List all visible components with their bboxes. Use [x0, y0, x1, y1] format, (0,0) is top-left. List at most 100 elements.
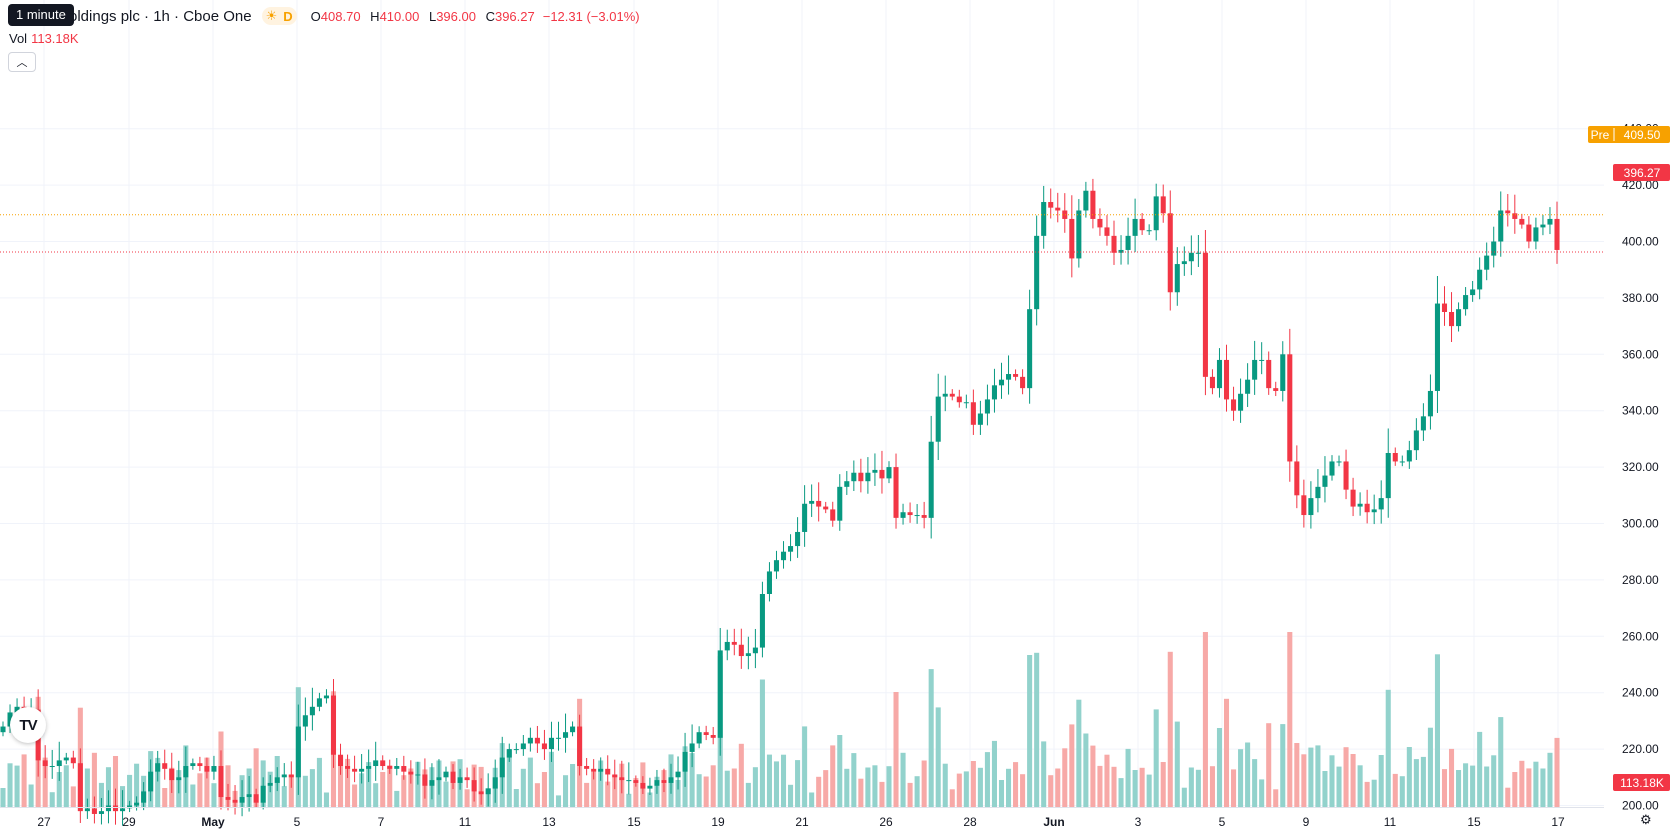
candle-body [345, 766, 351, 769]
candle-body [837, 486, 843, 521]
candle-body [1399, 461, 1405, 463]
open-value: 408.70 [320, 8, 361, 24]
candle-body [387, 766, 393, 769]
candle-body [626, 780, 632, 782]
candle-body [211, 766, 217, 772]
candle-body [1041, 202, 1047, 236]
time-axis[interactable]: 27 29 May 5 7 11 13 15 19 21 26 28 Jun 3 5 9 11 15 17 [0, 807, 1604, 830]
volume-bar [359, 773, 365, 807]
candle-body [1526, 224, 1532, 242]
candle-body [302, 715, 308, 727]
volume-bar [893, 692, 899, 807]
candle-body [612, 774, 618, 778]
candle-body [1273, 388, 1279, 391]
tradingview-logo-icon[interactable]: TV [10, 707, 46, 743]
candle-body [1020, 376, 1026, 389]
symbol-title[interactable]: oldings plc · 1h · Cboe One [69, 7, 252, 25]
candle-body [450, 771, 456, 783]
candle-body [977, 413, 983, 425]
candle-body [1540, 224, 1546, 228]
candle-body [1420, 416, 1426, 431]
candle-body [647, 785, 653, 789]
volume-bar [162, 788, 168, 807]
volume-bar [1434, 654, 1440, 807]
candle-body [1076, 210, 1082, 259]
close-label: C [485, 8, 495, 24]
volume-bar [928, 669, 934, 807]
price-axis[interactable]: 440.00420.00400.00380.00360.00340.00320.… [1622, 122, 1659, 813]
volume-bar [7, 763, 13, 807]
chevron-up-icon: ︿ [16, 57, 28, 69]
candle-body [120, 808, 126, 812]
candle-body [717, 650, 723, 738]
candle-body [633, 780, 639, 783]
candle-body [682, 751, 688, 772]
candle-body [1223, 359, 1230, 400]
candle-body [577, 726, 583, 767]
collapse-legend-button[interactable]: ︿ [8, 52, 36, 72]
gear-icon[interactable]: ⚙ [1640, 812, 1652, 827]
volume-bar [323, 792, 329, 807]
candle-body [527, 737, 533, 744]
volume-bar [1238, 749, 1244, 807]
candle-body [330, 695, 337, 755]
candle-body [1013, 374, 1019, 377]
volume-bar [809, 792, 815, 807]
volume-bar [1139, 767, 1145, 807]
candle-body [984, 399, 990, 414]
candle-body [555, 737, 562, 739]
volume-bar [766, 754, 772, 807]
interval-tooltip: 1 minute [8, 4, 74, 26]
candle-body [1456, 309, 1462, 327]
market-status[interactable]: ☀ D [261, 7, 297, 25]
volume-bar [991, 740, 997, 807]
candle-body [155, 763, 161, 772]
candle-body [865, 472, 871, 482]
candle-body [844, 481, 850, 487]
volume-bar [56, 772, 62, 807]
volume-bar [823, 770, 829, 807]
volume-bar [886, 766, 892, 807]
candle-body [1034, 235, 1040, 310]
candle-body [788, 546, 794, 552]
candle-body [84, 808, 90, 812]
volume-bar [788, 784, 794, 807]
volume-bar [1505, 787, 1511, 807]
volume-bar [380, 772, 386, 807]
volume-bar [70, 786, 76, 807]
candle-body [710, 735, 716, 738]
volume-bar [316, 757, 322, 807]
volume-bar [710, 765, 716, 807]
candle-body [267, 782, 273, 786]
low-value: 396.00 [436, 8, 476, 24]
candle-body [506, 749, 512, 758]
candle-body [1484, 255, 1490, 270]
candle-body [1287, 354, 1293, 462]
volume-bar [373, 783, 379, 807]
volume-bar [1104, 754, 1110, 807]
candle-body [541, 743, 547, 750]
volume-bar [1364, 781, 1370, 807]
volume-bar [1406, 747, 1412, 807]
volume-bar [970, 761, 976, 807]
time-tick-label: 26 [879, 815, 893, 829]
candle-body [696, 732, 702, 744]
time-tick-label: 27 [37, 815, 51, 829]
candle-body [288, 774, 294, 778]
volume-bar [541, 772, 547, 807]
volume-bar [1146, 774, 1152, 807]
candle-body [190, 763, 196, 767]
volume-bar [1477, 731, 1483, 807]
price-tick-label: 200.00 [1622, 799, 1659, 813]
candle-body [570, 726, 576, 733]
candle-body [1027, 309, 1033, 389]
volume-bar [1097, 765, 1103, 807]
volume-bar [1287, 632, 1293, 807]
volume-bar [942, 763, 948, 807]
candle-body [1533, 227, 1539, 242]
candle-body [851, 472, 857, 482]
volume-bar [112, 756, 119, 807]
volume-bar [513, 789, 519, 807]
volume-bar [98, 782, 104, 807]
